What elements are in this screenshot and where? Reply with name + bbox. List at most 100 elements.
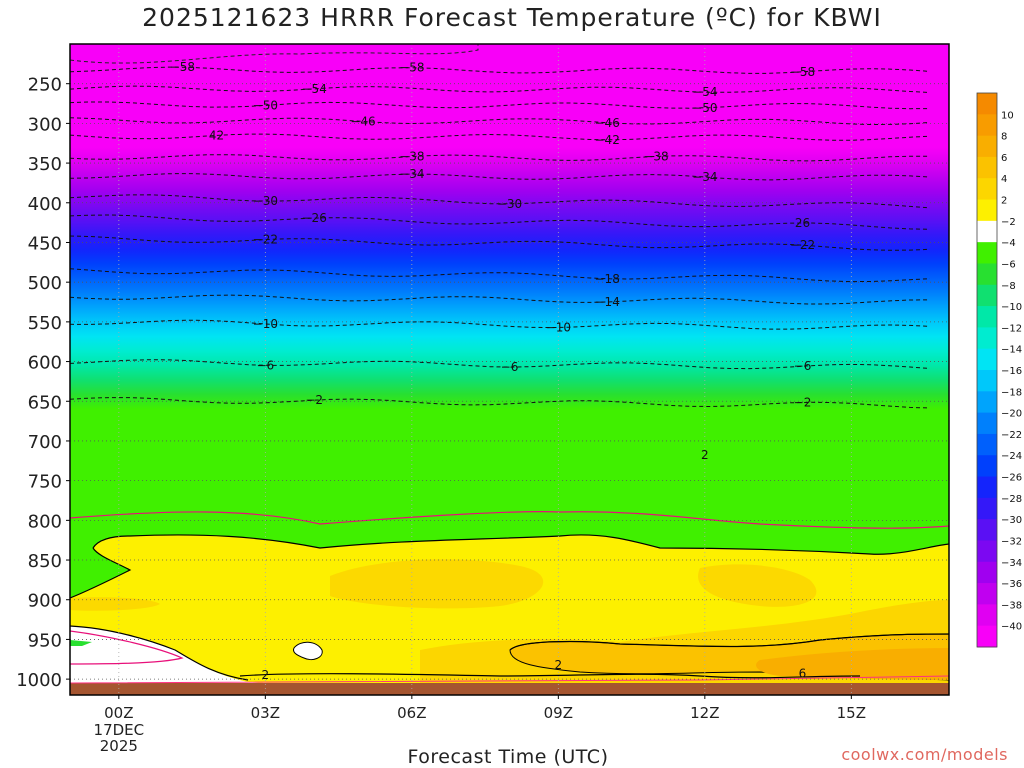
colorbar-bin xyxy=(977,540,997,563)
isotherm-line xyxy=(69,133,931,141)
contour-label: −6 xyxy=(794,359,812,373)
y-tick-label: 300 xyxy=(28,114,62,135)
site-credit: coolwx.com/models xyxy=(841,745,1008,764)
isotherm-zero-lower xyxy=(70,630,184,665)
y-tick-label: 450 xyxy=(28,233,62,254)
isotherm-line xyxy=(69,101,931,110)
ground-line xyxy=(70,675,949,684)
y-tick-label: 250 xyxy=(28,75,62,96)
y-tick-label: 700 xyxy=(28,432,62,453)
colorbar-label: −14 xyxy=(1001,345,1022,356)
contour-label: −34 xyxy=(692,170,717,184)
contour-plus2-left xyxy=(70,547,132,599)
colorbar-label: −34 xyxy=(1001,558,1022,569)
y-tick-label: 550 xyxy=(28,313,62,334)
colorbar-bin xyxy=(977,220,997,243)
colorbar-label: −18 xyxy=(1001,387,1022,398)
y-tick-label: 850 xyxy=(28,551,62,572)
contour-label: −22 xyxy=(253,233,278,247)
colorbar-label: −40 xyxy=(1001,622,1022,633)
contour-label: −22 xyxy=(790,238,815,252)
contour-label: −10 xyxy=(546,321,571,335)
colorbar-label: −28 xyxy=(1001,494,1022,505)
contour-label: −46 xyxy=(350,114,375,128)
colorbar-bin xyxy=(977,178,997,201)
colorbar-label: −10 xyxy=(1001,302,1022,313)
contour-label: −6 xyxy=(256,358,274,372)
contour-label: −38 xyxy=(643,149,668,163)
y-axis: 250 300 350 400 450 500 550 600 650 700 750 800 850 9… xyxy=(16,75,70,691)
x-tick-sublabel: 2025 xyxy=(100,737,138,755)
x-tick-label: 03Z xyxy=(251,704,280,722)
y-tick-label: 750 xyxy=(28,472,62,493)
colorbar-label: 8 xyxy=(1001,132,1007,143)
surface-contour-label: 2 xyxy=(262,668,270,682)
y-tick-label: 1000 xyxy=(16,670,62,691)
isotherm-line xyxy=(69,268,931,283)
ground xyxy=(70,683,949,695)
colorbar-bin xyxy=(977,391,997,414)
colorbar-label: −16 xyxy=(1001,366,1022,377)
contour-label: −54 xyxy=(302,82,327,96)
green-speck xyxy=(70,640,92,646)
contour-label: −2 xyxy=(305,393,323,407)
colorbar-bin xyxy=(977,284,997,307)
contour-label: −50 xyxy=(253,98,278,112)
contour-label: −38 xyxy=(399,149,424,163)
contour-label: −50 xyxy=(692,101,717,115)
colorbar-bin xyxy=(977,412,997,435)
tropopause-wave xyxy=(70,44,479,64)
plot-frame xyxy=(69,43,950,696)
contour-label: −58 xyxy=(790,65,815,79)
plot-fill xyxy=(70,44,949,695)
isotherm-line xyxy=(69,397,931,409)
x-tick-label: 06Z xyxy=(397,704,426,722)
y-tick-label: 950 xyxy=(28,630,62,651)
colorbar-label: −26 xyxy=(1001,473,1022,484)
contour-label: −46 xyxy=(595,116,620,130)
colorbar-bin xyxy=(977,519,997,541)
colorbar-label: −38 xyxy=(1001,600,1022,611)
colorbar-bin xyxy=(977,242,997,264)
colorbar-bin xyxy=(977,433,997,456)
x-tick-label: 12Z xyxy=(690,704,719,722)
colorbar-label: 2 xyxy=(1001,196,1007,207)
chart-title: 2025121623 HRRR Forecast Temperature (ºC… xyxy=(142,3,882,32)
isotherm-line xyxy=(69,154,931,162)
y-tick-label: 400 xyxy=(28,194,62,215)
colorbar: 10 8 6 4 2 −2 −4 −6 −8 −10 −12 −14 −16 −18 −20 −22 −24 −2… xyxy=(976,92,1022,648)
colorbar-bin xyxy=(977,199,997,222)
contour-label: −14 xyxy=(595,295,620,309)
contour-label: −26 xyxy=(302,211,327,225)
contour-label: −18 xyxy=(595,272,620,286)
isotherm-line xyxy=(69,319,931,330)
colorbar-bin xyxy=(977,604,997,627)
warm-lens-3 xyxy=(70,597,160,611)
x-tick-label: 15Z xyxy=(837,704,866,722)
colorbar-label: −12 xyxy=(1001,323,1022,334)
colorbar-bin xyxy=(977,306,997,328)
colorbar-bin xyxy=(977,497,997,520)
colorbar-bin xyxy=(977,327,997,350)
isotherm-line xyxy=(69,359,931,370)
isotherm-zero-upper xyxy=(70,511,949,529)
isotherm-line xyxy=(69,117,931,126)
colorbar-bin xyxy=(977,455,997,478)
colorbar-label: 4 xyxy=(1001,174,1007,185)
surface-contour-label: 6 xyxy=(799,667,807,681)
cold-pocket-small xyxy=(293,641,323,661)
x-tick-label: 09Z xyxy=(544,704,573,722)
colorbar-label: −2 xyxy=(1001,217,1016,228)
isotherm-line xyxy=(69,235,931,251)
colorbar-label: 6 xyxy=(1001,153,1007,164)
colorbar-bin xyxy=(977,561,997,584)
colorbar-label: −8 xyxy=(1001,281,1016,292)
colorbar-bin xyxy=(977,156,997,179)
colorbar-label: −24 xyxy=(1001,451,1022,462)
isotherm-line xyxy=(69,194,931,209)
contour-plus2-bottom xyxy=(239,673,861,679)
contour-plus2-top xyxy=(92,534,949,555)
isotherm-line xyxy=(69,294,931,305)
